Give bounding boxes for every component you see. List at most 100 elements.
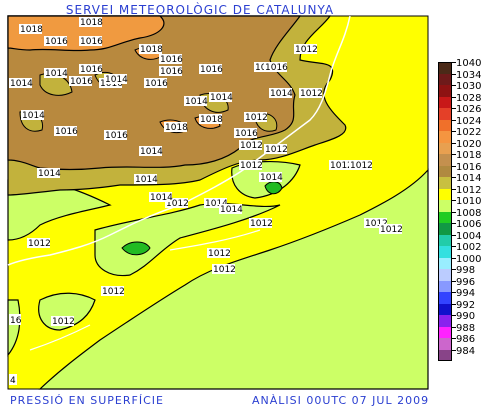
isobar-label-box <box>209 92 232 102</box>
isobar-label: 1012 <box>380 225 403 235</box>
isobar-label-box <box>212 264 235 274</box>
legend-label: 986 <box>456 334 476 345</box>
legend-tick <box>452 165 456 167</box>
footer-left: PRESSIÓ EN SUPERFÍCIE <box>10 394 164 407</box>
isobar-label-box <box>139 44 162 54</box>
isobar-label: 1012 <box>213 265 236 275</box>
isobar-label-box <box>264 62 287 72</box>
isobar-label: 1016 <box>200 65 223 75</box>
legend-label: 990 <box>456 311 476 322</box>
isobar-label: 1016 <box>70 77 93 87</box>
pressure-legend: 1040 1034 1030 1028 1026 1024 1022 1020 1018 1016… <box>438 58 490 362</box>
isobar-label-box <box>19 24 42 34</box>
isobar-label: 1012 <box>295 45 318 55</box>
region-1008-a <box>121 241 151 256</box>
isobar-label-box <box>139 146 162 156</box>
isobar-label: 1014 <box>270 89 293 99</box>
isobar-label-box <box>207 248 230 258</box>
legend-label: 1008 <box>456 207 482 219</box>
legend-label: 1040 <box>456 58 482 69</box>
isobar-label: 1018 <box>165 123 188 133</box>
isobar-label: 1018 <box>140 45 163 55</box>
isobar-label-box <box>144 78 167 88</box>
isobar-label-box <box>149 192 172 202</box>
legend-tick <box>452 234 456 236</box>
legend-tick <box>452 200 456 201</box>
isobar-label-box <box>184 96 207 106</box>
isobar-label: 1018 <box>20 25 43 35</box>
isobar-label: 1012 <box>245 113 268 123</box>
region-1008-b <box>264 181 283 195</box>
legend-tick <box>452 269 456 270</box>
legend-label: 1028 <box>456 92 482 104</box>
isobar-label: 1016 <box>105 131 128 141</box>
isobar-label: 1016 <box>265 63 288 73</box>
legend-tick <box>452 223 456 224</box>
isobar-label-box <box>134 174 157 184</box>
legend-tick <box>452 326 456 328</box>
legend-label: 1030 <box>456 81 482 92</box>
legend-label: 1014 <box>456 173 482 184</box>
isobar-label-box <box>21 110 44 120</box>
legend-tick <box>452 96 456 98</box>
legend-label: 1002 <box>456 242 482 253</box>
isobar-label-box <box>204 198 227 208</box>
isobar-label-box <box>329 160 352 170</box>
isobar-label: 1012 <box>250 219 273 229</box>
isobar-label: 1016 <box>80 65 103 75</box>
legend-tick <box>452 108 456 109</box>
isobar-label-box <box>264 144 287 154</box>
legend-label: 994 <box>456 288 476 299</box>
legend-tick <box>452 62 456 63</box>
isobar-label-box <box>101 286 124 296</box>
legend-tick <box>452 280 456 282</box>
isobar-label-box <box>104 74 127 84</box>
isobar-label-box <box>239 160 262 170</box>
isobar-label-box <box>299 88 322 98</box>
isobar-label: 1014 <box>10 79 33 89</box>
isobar-label: 1014 <box>205 199 228 209</box>
legend-tick <box>452 292 456 293</box>
isobar-label-box <box>269 88 292 98</box>
isobar-label-box <box>159 54 182 64</box>
isobar-label: 1012 <box>330 161 353 171</box>
isobar-label: 1012 <box>365 219 388 229</box>
isobar-label-box <box>165 198 188 208</box>
isobar-label: 1014 <box>185 97 208 107</box>
isobar-label: 1014 <box>210 93 233 103</box>
legend-tick <box>452 257 456 259</box>
isobar-label-box <box>259 172 282 182</box>
legend-tick <box>452 338 456 339</box>
legend-tick <box>452 131 456 132</box>
isobar-label: 1012 <box>350 161 373 171</box>
legend-tick <box>452 211 456 213</box>
corner-label-16: 16 <box>10 316 22 326</box>
isobar-label-box <box>249 218 272 228</box>
legend-label: 1018 <box>456 150 482 161</box>
legend-label: 1020 <box>456 138 482 150</box>
region-1010-mid <box>94 202 281 277</box>
legend-tick <box>452 349 456 351</box>
isobar-label-box <box>104 130 127 140</box>
coastline-islands <box>29 229 261 351</box>
isobar-label-box <box>199 114 222 124</box>
isobar-label: 1014 <box>22 111 45 121</box>
isobar-label: 1014 <box>135 175 158 185</box>
isobar-label-box <box>44 68 67 78</box>
isobar-label-box <box>239 140 262 150</box>
isobar-label: 1012 <box>240 141 263 151</box>
isobar-label: 1014 <box>260 173 283 183</box>
isobar-label-box <box>79 36 102 46</box>
legend-label: 1024 <box>456 115 482 127</box>
footer-right: ANÀLISI 00UTC 07 JUL 2009 <box>252 394 430 407</box>
isobar-label: 1012 <box>208 249 231 259</box>
legend-tick <box>452 188 456 190</box>
legend-tick <box>452 85 456 86</box>
isobar-label-box <box>27 238 50 248</box>
isobar-label: 1016 <box>55 127 78 137</box>
region-1010-left <box>7 299 21 357</box>
legend-label: 998 <box>456 265 476 276</box>
isobar-label-box <box>54 126 77 136</box>
legend-tick <box>452 119 456 121</box>
